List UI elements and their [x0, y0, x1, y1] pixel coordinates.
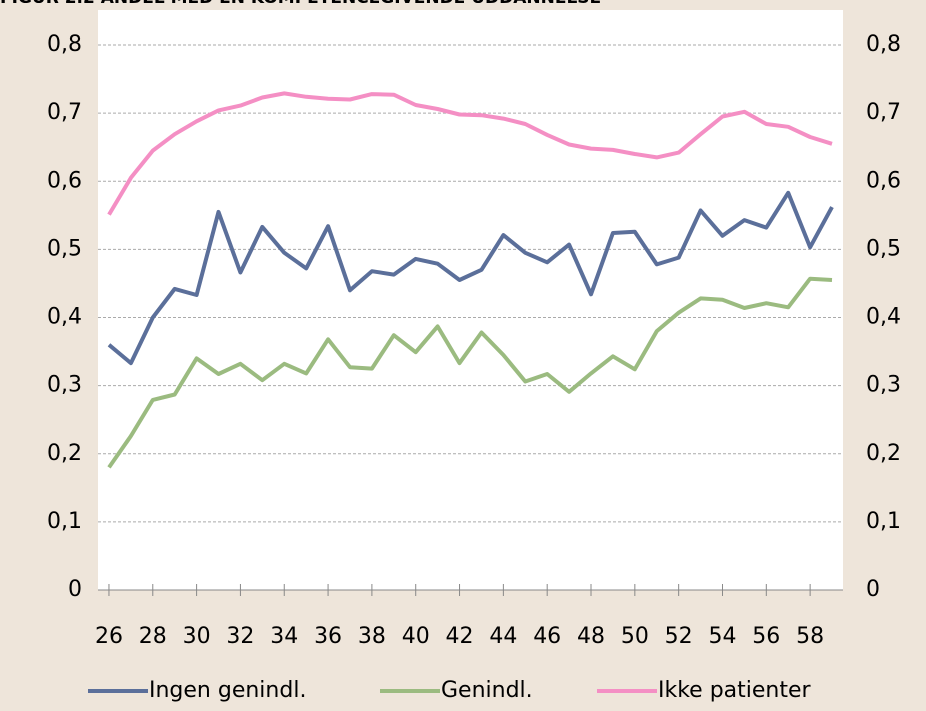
y2-tick-label: 0,2 [866, 441, 901, 466]
y-tick-label: 0,7 [47, 100, 82, 125]
y2-tick-label: 0,4 [866, 305, 901, 330]
y-tick-label: 0,2 [47, 441, 82, 466]
x-tick-label: 30 [183, 624, 211, 649]
y-tick-label: 0,8 [47, 32, 82, 57]
y-tick-label: 0 [68, 577, 82, 602]
y-tick-label: 0,3 [47, 373, 82, 398]
y2-tick-label: 0,5 [866, 236, 901, 261]
plot-area [98, 10, 843, 590]
y-tick-label: 0,5 [47, 236, 82, 261]
x-tick-label: 46 [533, 624, 561, 649]
x-tick-label: 36 [314, 624, 342, 649]
legend-label: Genindl. [441, 678, 533, 703]
x-tick-label: 26 [95, 624, 123, 649]
x-tick-label: 34 [270, 624, 298, 649]
y-tick-label: 0,4 [47, 305, 82, 330]
y2-tick-label: 0,8 [866, 32, 901, 57]
legend-label: Ingen genindl. [149, 678, 306, 703]
x-tick-label: 48 [577, 624, 605, 649]
series-line [107, 190, 834, 366]
y2-tick-label: 0,1 [866, 509, 901, 534]
x-tick-label: 32 [226, 624, 254, 649]
x-tick-label: 38 [358, 624, 386, 649]
y-tick-label: 0,6 [47, 168, 82, 193]
y2-tick-label: 0 [866, 577, 880, 602]
x-tick-label: 58 [796, 624, 824, 649]
series-line [107, 276, 833, 469]
x-tick-label: 56 [752, 624, 780, 649]
chart-title: FIGUR 2.2 ANDEL MED EN KOMPETENCEGIVENDE… [0, 0, 601, 8]
x-tick-label: 44 [489, 624, 517, 649]
y2-tick-label: 0,3 [866, 373, 901, 398]
x-tick-label: 28 [139, 624, 167, 649]
y2-tick-label: 0,7 [866, 100, 901, 125]
y2-tick-label: 0,6 [866, 168, 901, 193]
y-tick-label: 0,1 [47, 509, 82, 534]
x-tick-label: 50 [621, 624, 649, 649]
x-tick-label: 54 [708, 624, 736, 649]
x-tick-label: 40 [402, 624, 430, 649]
x-tick-label: 52 [665, 624, 693, 649]
legend-label: Ikke patienter [658, 678, 812, 703]
series-line [107, 91, 833, 216]
x-tick-label: 42 [446, 624, 474, 649]
